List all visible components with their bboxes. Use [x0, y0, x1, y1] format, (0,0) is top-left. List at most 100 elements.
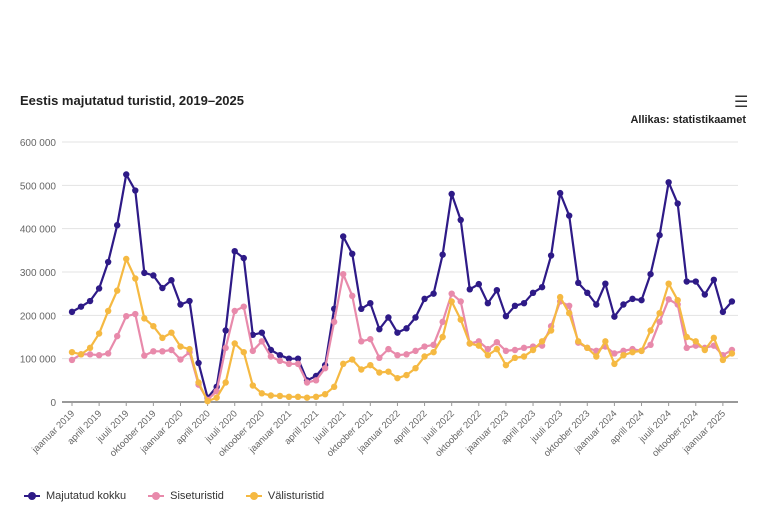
data-point[interactable]: [358, 338, 365, 345]
data-point[interactable]: [86, 351, 94, 358]
data-point[interactable]: [340, 270, 347, 278]
data-point[interactable]: [403, 325, 410, 332]
data-point[interactable]: [213, 394, 220, 401]
data-point[interactable]: [285, 355, 293, 362]
hamburger-menu-icon[interactable]: ☰: [734, 94, 749, 111]
data-point[interactable]: [403, 351, 410, 358]
data-point[interactable]: [258, 390, 266, 397]
data-point[interactable]: [457, 216, 464, 224]
data-point[interactable]: [321, 365, 329, 372]
data-point[interactable]: [620, 301, 627, 308]
data-point[interactable]: [719, 356, 727, 364]
data-point[interactable]: [728, 350, 736, 357]
data-point[interactable]: [177, 343, 184, 350]
data-point[interactable]: [114, 222, 121, 229]
data-point[interactable]: [502, 347, 510, 355]
data-point[interactable]: [104, 258, 112, 266]
data-point[interactable]: [177, 301, 184, 308]
legend-item[interactable]: Siseturistid: [148, 490, 224, 502]
data-point[interactable]: [294, 360, 302, 368]
data-point[interactable]: [249, 382, 256, 389]
data-point[interactable]: [520, 344, 528, 352]
data-point[interactable]: [611, 350, 618, 357]
data-point[interactable]: [77, 351, 85, 358]
data-point[interactable]: [114, 287, 121, 294]
data-point[interactable]: [566, 309, 573, 317]
data-point[interactable]: [665, 179, 672, 186]
data-point[interactable]: [611, 313, 618, 320]
data-point[interactable]: [376, 326, 383, 333]
data-point[interactable]: [421, 353, 428, 360]
data-point[interactable]: [95, 352, 103, 359]
data-point[interactable]: [150, 272, 157, 279]
data-point[interactable]: [159, 334, 166, 342]
data-point[interactable]: [701, 346, 708, 354]
data-point[interactable]: [719, 308, 727, 316]
data-point[interactable]: [123, 313, 130, 320]
data-point[interactable]: [602, 338, 609, 345]
data-point[interactable]: [367, 361, 374, 369]
data-point[interactable]: [647, 270, 654, 278]
data-point[interactable]: [511, 302, 519, 309]
data-point[interactable]: [439, 251, 446, 258]
data-point[interactable]: [258, 329, 266, 336]
data-point[interactable]: [276, 352, 284, 359]
data-point[interactable]: [484, 345, 492, 353]
data-point[interactable]: [349, 292, 356, 300]
data-point[interactable]: [249, 347, 256, 355]
data-point[interactable]: [683, 344, 690, 352]
data-point[interactable]: [547, 252, 555, 259]
data-point[interactable]: [95, 285, 103, 292]
data-point[interactable]: [240, 348, 247, 356]
data-point[interactable]: [132, 187, 139, 194]
data-point[interactable]: [403, 371, 410, 379]
data-point[interactable]: [86, 344, 94, 352]
data-point[interactable]: [629, 348, 636, 356]
data-point[interactable]: [502, 313, 510, 320]
data-point[interactable]: [222, 327, 229, 334]
data-point[interactable]: [529, 289, 537, 296]
data-point[interactable]: [132, 310, 139, 318]
data-point[interactable]: [520, 353, 528, 360]
data-point[interactable]: [114, 332, 121, 340]
data-point[interactable]: [294, 355, 302, 362]
data-point[interactable]: [312, 377, 320, 384]
data-point[interactable]: [529, 346, 537, 354]
data-point[interactable]: [439, 333, 446, 341]
data-point[interactable]: [123, 171, 130, 178]
data-point[interactable]: [511, 346, 519, 354]
data-point[interactable]: [638, 296, 645, 304]
legend-item[interactable]: Välisturistid: [245, 490, 324, 502]
data-point[interactable]: [104, 350, 112, 357]
data-point[interactable]: [475, 280, 482, 288]
data-point[interactable]: [168, 346, 175, 354]
data-point[interactable]: [141, 269, 148, 277]
data-point[interactable]: [222, 379, 229, 386]
data-point[interactable]: [520, 300, 528, 307]
data-point[interactable]: [538, 338, 546, 345]
data-point[interactable]: [593, 301, 600, 308]
data-point[interactable]: [674, 296, 681, 304]
data-point[interactable]: [349, 250, 356, 257]
data-point[interactable]: [421, 295, 428, 303]
data-point[interactable]: [584, 344, 591, 352]
data-point[interactable]: [222, 344, 229, 352]
data-point[interactable]: [701, 291, 708, 298]
data-point[interactable]: [258, 338, 266, 345]
data-point[interactable]: [186, 297, 193, 305]
data-point[interactable]: [466, 286, 473, 293]
data-point[interactable]: [303, 379, 311, 386]
data-point[interactable]: [267, 392, 275, 399]
data-point[interactable]: [77, 303, 85, 310]
data-point[interactable]: [312, 393, 320, 400]
data-point[interactable]: [231, 307, 238, 315]
data-point[interactable]: [556, 293, 564, 301]
data-point[interactable]: [547, 327, 555, 334]
data-point[interactable]: [484, 300, 492, 307]
data-point[interactable]: [665, 280, 672, 287]
data-point[interactable]: [683, 278, 690, 285]
data-point[interactable]: [493, 339, 501, 346]
data-point[interactable]: [412, 365, 419, 372]
data-point[interactable]: [285, 360, 293, 368]
data-point[interactable]: [575, 338, 582, 345]
